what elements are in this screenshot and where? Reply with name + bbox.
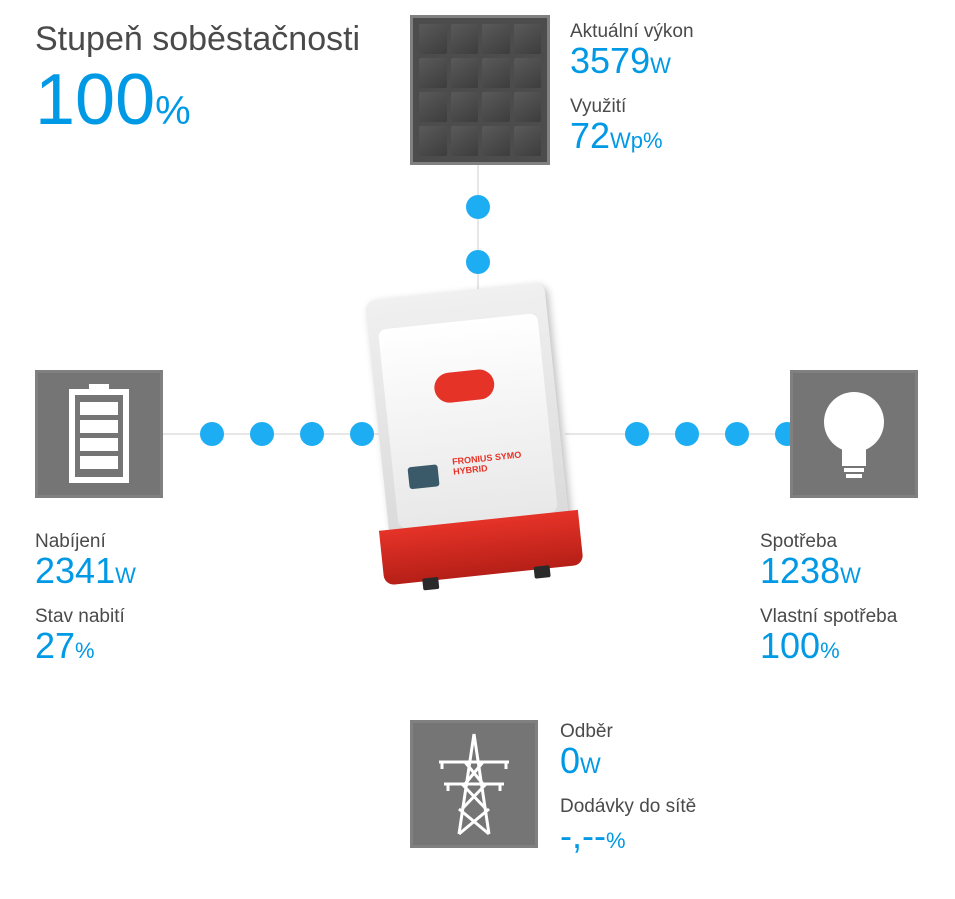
grid-pylon-icon xyxy=(410,720,538,848)
grid-draw-value: 0 xyxy=(560,740,580,781)
battery-icon xyxy=(35,370,163,498)
grid-draw-label: Odběr xyxy=(560,722,696,743)
battery-charge-unit: W xyxy=(115,563,136,588)
flow-dot xyxy=(200,422,224,446)
autonomy-value-row: 100% xyxy=(35,59,360,141)
load-cons-value: 1238 xyxy=(760,550,840,591)
flow-dot xyxy=(300,422,324,446)
pv-power-value: 3579 xyxy=(570,40,650,81)
load-self-unit: % xyxy=(820,638,840,663)
flow-dot xyxy=(625,422,649,446)
inverter-screen xyxy=(407,464,439,489)
pv-stats: Aktuální výkon 3579W Využití 72Wp% xyxy=(570,20,694,154)
autonomy-label: Stupeň soběstačnosti xyxy=(35,20,360,59)
autonomy-unit: % xyxy=(155,89,191,133)
grid-feed-value: -,-- xyxy=(560,815,606,856)
energy-flow-diagram: Stupeň soběstačnosti 100% Aktuální výkon… xyxy=(0,0,955,899)
autonomy-block: Stupeň soběstačnosti 100% xyxy=(35,20,360,141)
battery-soc-unit: % xyxy=(75,638,95,663)
solar-panel-icon xyxy=(410,15,550,165)
load-cons-unit: W xyxy=(840,563,861,588)
load-stats: Spotřeba 1238W Vlastní spotřeba 100% xyxy=(760,530,897,664)
flow-dot xyxy=(675,422,699,446)
flow-dot xyxy=(725,422,749,446)
grid-stats: Odběr 0W Dodávky do sítě -,--% xyxy=(560,720,696,854)
grid-feed-unit: % xyxy=(606,828,626,853)
lightbulb-icon xyxy=(790,370,918,498)
load-self-value: 100 xyxy=(760,625,820,666)
battery-soc-value: 27 xyxy=(35,625,75,666)
pv-util-unit: Wp% xyxy=(610,128,663,153)
pv-util-value: 72 xyxy=(570,115,610,156)
battery-charge-value: 2341 xyxy=(35,550,115,591)
battery-stats: Nabíjení 2341W Stav nabití 27% xyxy=(35,530,136,664)
autonomy-value: 100 xyxy=(35,60,155,140)
flow-dot xyxy=(250,422,274,446)
flow-dot xyxy=(466,195,490,219)
inverter-device: FRONIUS SYMOHYBRID xyxy=(344,269,611,612)
pv-power-unit: W xyxy=(650,53,671,78)
flow-dot xyxy=(466,250,490,274)
grid-draw-unit: W xyxy=(580,753,601,778)
